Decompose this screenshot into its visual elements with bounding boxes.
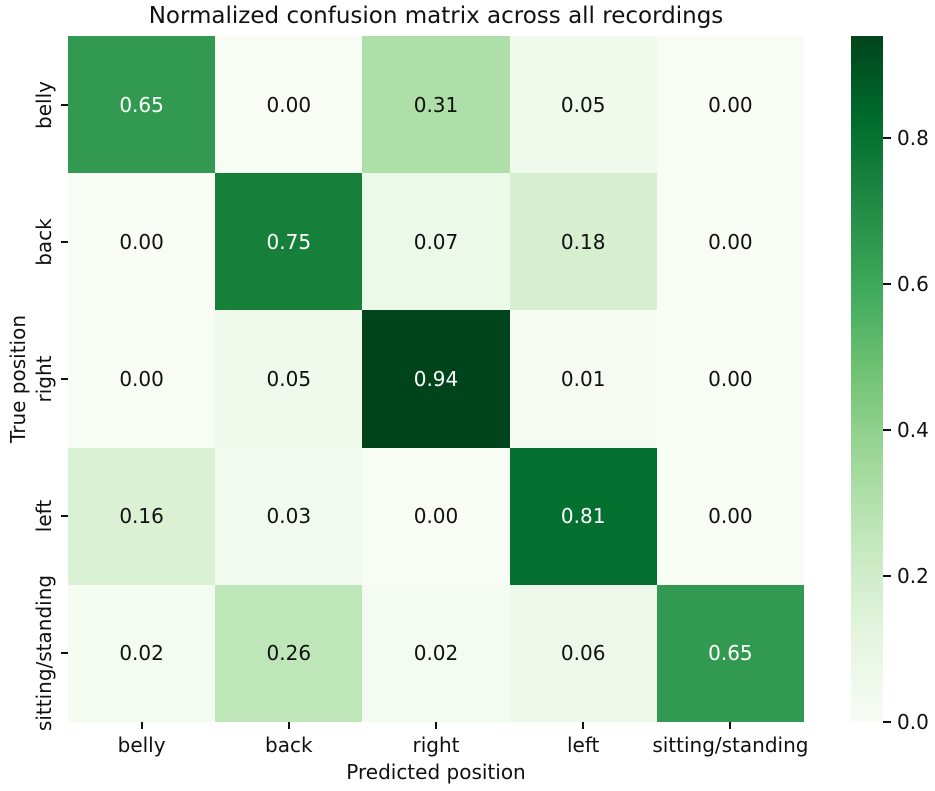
x-tick-mark [287,722,290,729]
colorbar-tick-mark [883,721,891,723]
y-tick-mark [61,515,68,518]
heatmap-cell-left-left: 0.81 [509,447,657,585]
y-tick-mark [61,240,68,243]
x-tick-label: sitting/standing [652,733,809,757]
heatmap-cell-sitting-standing-back: 0.26 [215,584,363,722]
heatmap-cell-back-sitting-standing: 0.00 [656,173,804,311]
heatmap-cell-sitting-standing-left: 0.06 [509,584,657,722]
x-tick-mark [729,722,732,729]
heatmap-cell-right-right: 0.94 [362,310,510,448]
heatmap-cell-back-back: 0.75 [215,173,363,311]
heatmap-cell-right-back: 0.05 [215,310,363,448]
x-tick-mark [140,722,143,729]
colorbar-tick-label: 0.6 [897,272,929,297]
colorbar-tick-label: 0.0 [897,710,929,734]
heatmap-cell-left-right: 0.00 [362,447,510,585]
heatmap-cell-sitting-standing-belly: 0.02 [68,584,216,722]
x-tick-label: right [412,733,460,757]
heatmap-cell-belly-sitting-standing: 0.00 [656,36,804,174]
y-tick-label: back [32,218,56,266]
colorbar-tick-mark [883,137,891,140]
x-axis-label: Predicted position [346,760,526,784]
y-tick-mark [61,103,68,106]
x-tick-mark [435,722,437,729]
y-axis-label: True position [6,314,30,444]
heatmap-cell-belly-belly: 0.65 [68,36,216,174]
heatmap-cell-belly-right: 0.31 [362,36,510,174]
y-tick-mark [61,378,68,380]
colorbar-tick-mark [883,429,891,432]
y-tick-label: sitting/standing [32,575,56,732]
heatmap-cell-belly-back: 0.00 [215,36,363,174]
x-tick-label: back [265,733,313,757]
colorbar-tick-label: 0.4 [897,418,929,443]
heatmap-cell-back-belly: 0.00 [68,173,216,311]
colorbar-tick-mark [883,575,891,578]
heatmap-cell-left-belly: 0.16 [68,447,216,585]
heatmap-cell-right-left: 0.01 [509,310,657,448]
y-tick-label: belly [32,80,56,129]
x-tick-label: left [566,733,600,757]
heatmap-grid: 0.65 0.00 0.31 0.05 0.00 0.00 0.75 0.07 0.18 0.00… [68,36,804,722]
heatmap-cell-belly-left: 0.05 [509,36,657,174]
x-tick-mark [582,722,585,729]
colorbar-tick-mark [883,283,891,286]
y-tick-label: left [32,499,56,533]
heatmap-cell-back-right: 0.07 [362,173,510,311]
colorbar-tick-label: 0.2 [897,564,929,589]
heatmap-cell-right-belly: 0.00 [68,310,216,448]
heatmap-cell-sitting-standing-sitting-standing: 0.65 [656,584,804,722]
heatmap-cell-right-sitting-standing: 0.00 [656,310,804,448]
chart-title: Normalized confusion matrix across all r… [148,3,724,29]
y-tick-mark [61,652,68,655]
y-tick-label: right [32,355,56,403]
heatmap-cell-back-left: 0.18 [509,173,657,311]
heatmap-cell-left-back: 0.03 [215,447,363,585]
heatmap-cell-left-sitting-standing: 0.00 [656,447,804,585]
heatmap-cell-sitting-standing-right: 0.02 [362,584,510,722]
colorbar-tick-label: 0.8 [897,126,929,151]
colorbar-gradient [851,36,883,722]
x-tick-label: belly [117,733,166,757]
